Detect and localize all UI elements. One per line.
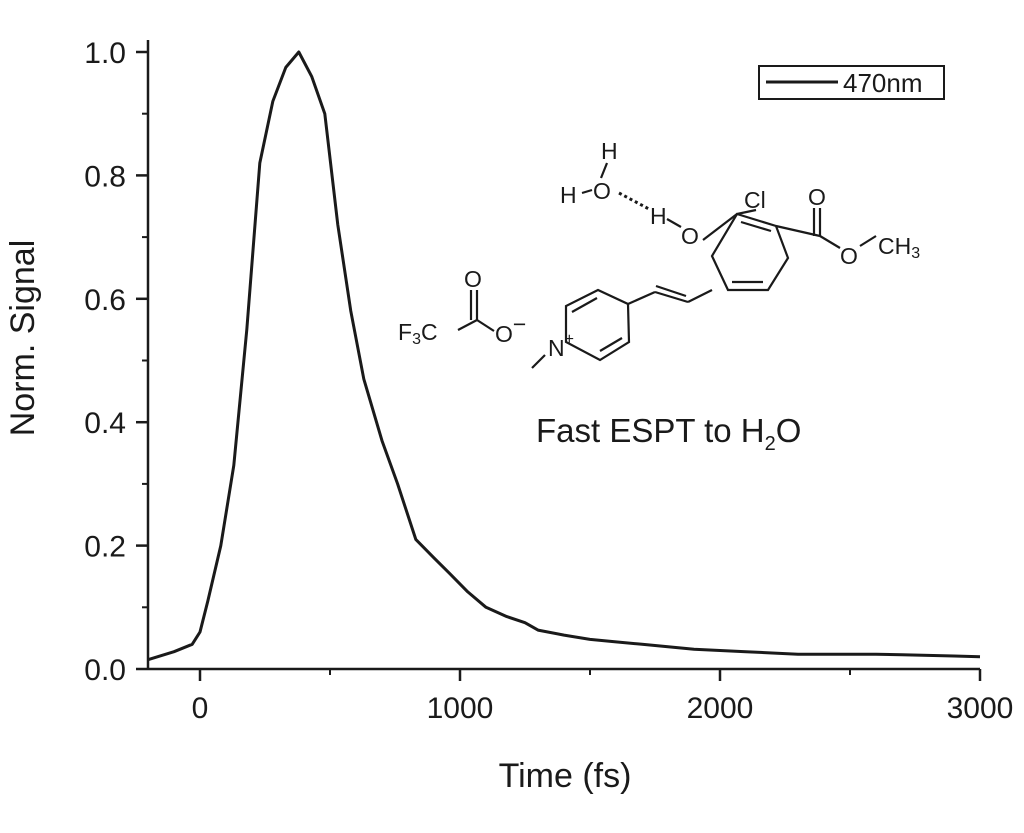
bond-hydrogen-dotted: [618, 191, 650, 211]
legend-label: 470nm: [843, 68, 923, 98]
pyridinium-inner-2: [599, 337, 623, 352]
n-atom: N: [548, 335, 565, 361]
annotation-espt: Fast ESPT to H2O: [536, 412, 801, 455]
molecule-structure: [457, 162, 877, 369]
methyl-main: CH: [878, 233, 911, 259]
ticks: 0.0 0.2 0.4 0.6 0.8 1.0 0 1000 2000 3000: [84, 37, 1013, 725]
group-methyl: CH3: [878, 233, 920, 262]
bond-vinyl-1: [687, 289, 713, 303]
x-tick-label: 2000: [687, 692, 754, 725]
atom-n-plus: N+: [548, 331, 574, 361]
bond-vinyl-2b: [655, 284, 687, 298]
atom-h-left: H: [560, 182, 577, 208]
f3c-c: C: [421, 319, 438, 345]
atom-o-tfa-carbonyl: O: [464, 266, 482, 292]
bond-ester-o-ch3: [859, 235, 877, 247]
bond-water-oh-top: [599, 162, 609, 179]
y-tick-label: 1.0: [84, 37, 126, 70]
bond-h-o-phenol: [666, 218, 682, 228]
annotation-end: O: [776, 412, 802, 449]
methyl-subscript: 3: [911, 245, 920, 262]
bond-n-methyl: [531, 354, 546, 369]
y-tick-label: 0.6: [84, 284, 126, 317]
series-layer: [147, 50, 981, 662]
x-tick-label: 1000: [427, 692, 494, 725]
bond-vinyl-3: [627, 290, 656, 306]
bond-cl-ring: [736, 208, 757, 216]
atom-h-top: H: [601, 138, 618, 164]
y-tick-label: 0.0: [84, 654, 126, 687]
bond-tfa-c-o-minus: [476, 319, 495, 332]
bond-o-ring: [702, 213, 738, 241]
bond-ring-ester-c: [775, 224, 821, 238]
atom-o-tfa-minus: O−: [495, 311, 526, 347]
bond-tfa-c-f3c: [457, 319, 478, 331]
f3c-f: F: [398, 319, 412, 345]
atom-o-water: O: [593, 178, 611, 204]
group-f3c: F3C: [398, 319, 438, 348]
atom-cl: Cl: [744, 187, 766, 213]
y-axis-title: Norm. Signal: [4, 240, 42, 437]
x-axis-title: Time (fs): [499, 757, 632, 795]
n-plus-charge: +: [565, 331, 574, 348]
molecule-labels: H H O H O Cl O O CH3 O F3C O− N+: [398, 138, 920, 361]
atom-o-ester: O: [840, 243, 858, 269]
atom-h-bond: H: [650, 203, 667, 229]
bond-vinyl-2: [654, 290, 689, 304]
y-tick-label: 0.4: [84, 407, 126, 440]
pyridinium-inner-1: [571, 297, 598, 313]
x-tick-label: 0: [192, 692, 209, 725]
y-tick-label: 0.2: [84, 531, 126, 564]
annotation-main: Fast ESPT to H: [536, 412, 765, 449]
atom-o-phenol: O: [681, 223, 699, 249]
bond-water-oh-left: [581, 188, 593, 195]
axes: [146, 40, 980, 671]
pyridinium-ring: [564, 288, 631, 362]
tfa-o: O: [495, 321, 513, 347]
tfa-minus: −: [513, 311, 526, 337]
bond-ester-c-o: [819, 235, 841, 249]
series-line-470nm: [147, 50, 981, 662]
f3c-subscript: 3: [412, 331, 421, 348]
atom-o-carbonyl: O: [808, 184, 826, 210]
annotation-subscript: 2: [765, 433, 776, 455]
y-tick-label: 0.8: [84, 160, 126, 193]
benzene-inner-bond-1: [740, 220, 772, 233]
legend: 470nm: [758, 65, 945, 100]
x-tick-label: 3000: [947, 692, 1014, 725]
